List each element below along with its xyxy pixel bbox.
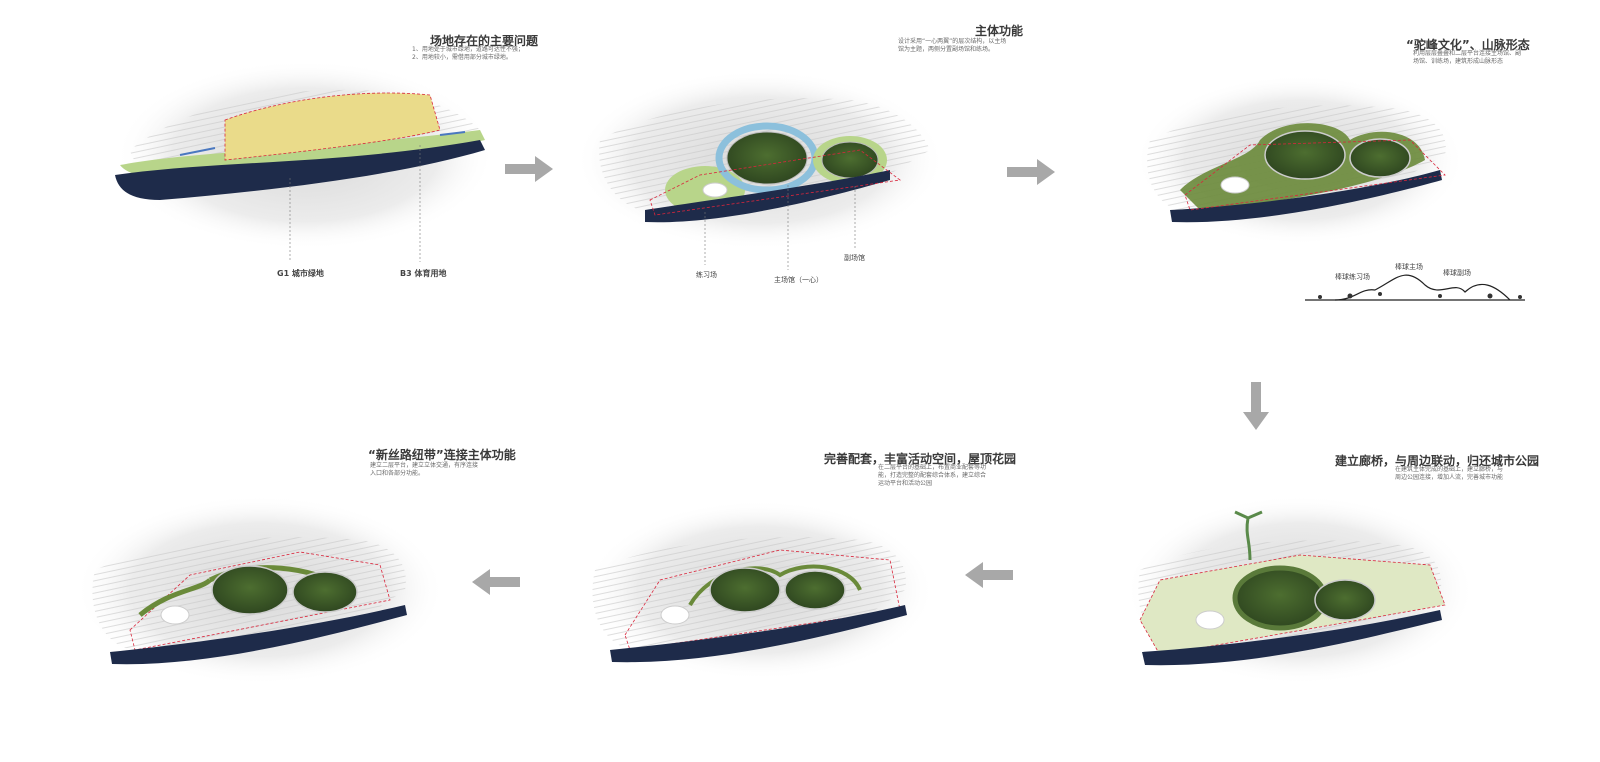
section-label-main: 棒球主场 bbox=[1395, 263, 1423, 271]
panel-title: 场地存在的主要问题 bbox=[430, 34, 539, 48]
panel-roof-garden: 完善配套，丰富活动空间，屋顶花园 在二层平台的基础上，布置商业配套等功 能，打造… bbox=[560, 440, 1016, 762]
site-diagram-4 bbox=[1125, 495, 1475, 685]
panel-title: “新丝路纽带”连接主体功能 bbox=[368, 448, 516, 462]
site-diagram-1 bbox=[115, 60, 495, 262]
left-arrow-icon bbox=[965, 562, 1013, 588]
panel-main-function: 主体功能 设计采用“一心两翼”的层次结构，以主场 馆为主题，两侧分置副场馆和练场… bbox=[560, 0, 1060, 300]
site-diagram-3 bbox=[1135, 75, 1525, 301]
panel-bridge-park: 建立廊桥，与周边联动，归还城市公园 在建筑主体完成的基础上，建立廊桥，与 周边公… bbox=[1100, 440, 1600, 762]
right-arrow-icon bbox=[1007, 159, 1055, 185]
panel-description: 设计采用“一心两翼”的层次结构，以主场 馆为主题，两侧分置副场馆和练场。 bbox=[898, 38, 1007, 53]
site-diagram-2 bbox=[575, 70, 945, 270]
panel-title: 建立廊桥，与周边联动，归还城市公园 bbox=[1335, 454, 1540, 468]
left-arrow-icon bbox=[472, 569, 520, 595]
panel-description: 在二层平台的基础上，布置商业配套等功 能，打造完整的配套综合体系，建立综合 运动… bbox=[878, 464, 987, 487]
site-diagram-6 bbox=[75, 495, 445, 685]
panel-title: 主体功能 bbox=[975, 24, 1024, 38]
callout-practice-field: 练习场 bbox=[696, 271, 717, 279]
panel-silk-road-link: “新丝路纽带”连接主体功能 建立二层平台，建立立体交通，有序连接 入口和各部分功… bbox=[50, 440, 516, 762]
callout-sports-land: B3 体育用地 bbox=[400, 269, 447, 278]
down-arrow-icon bbox=[1243, 382, 1269, 430]
panel-title: “驼峰文化”、山脉形态 bbox=[1406, 38, 1530, 52]
section-label-sub: 棒球副场 bbox=[1443, 269, 1471, 277]
panel-title: 完善配套，丰富活动空间，屋顶花园 bbox=[824, 452, 1017, 466]
panel-description: 利用层层叠叠和二层平台连接主场馆、副 场馆、训练场，建筑形成山脉形态 bbox=[1413, 50, 1522, 65]
callout-sub-stadium: 副场馆 bbox=[844, 254, 865, 262]
panel-description: 在建筑主体完成的基础上，建立廊桥，与 周边公园连接，增加人流，完善城市功能 bbox=[1395, 466, 1504, 481]
panel-site-problems: 场地存在的主要问题 1、用地处于城市绿地，道路可达性不强； 2、用地较小，需借用… bbox=[0, 0, 560, 300]
section-label-practice: 棒球练习场 bbox=[1335, 273, 1370, 281]
panel-description: 建立二层平台，建立立体交通，有序连接 入口和各部分功能。 bbox=[370, 462, 479, 477]
callout-city-green: G1 城市绿地 bbox=[277, 269, 324, 278]
panel-mountain-form: “驼峰文化”、山脉形态 利用层层叠叠和二层平台连接主场馆、副 场馆、训练场，建筑… bbox=[1110, 0, 1600, 320]
right-arrow-icon bbox=[505, 156, 553, 182]
panel-description: 1、用地处于城市绿地，道路可达性不强； 2、用地较小，需借用部分城市绿地。 bbox=[412, 46, 524, 61]
site-diagram-5 bbox=[585, 500, 935, 680]
callout-main-stadium: 主场馆（一心） bbox=[774, 276, 823, 284]
